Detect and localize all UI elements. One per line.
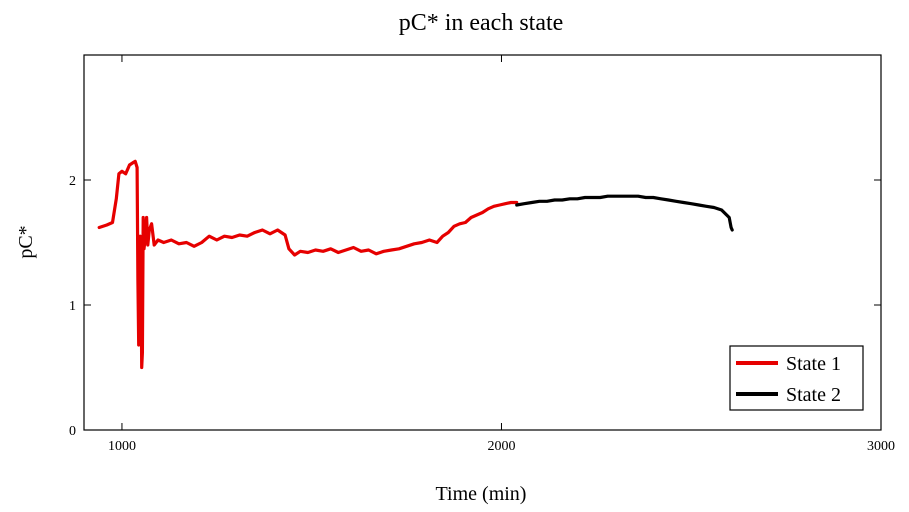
legend-label-state-1: State 1 — [786, 353, 841, 375]
y-tick-label: 0 — [69, 424, 76, 439]
legend-box — [729, 345, 864, 411]
y-tick-label: 1 — [69, 299, 76, 314]
series-line-state-1 — [97, 159, 519, 370]
x-tick-label: 3000 — [867, 439, 895, 454]
x-tick-label: 2000 — [487, 439, 515, 454]
series-lines — [97, 159, 734, 370]
y-tick-label: 2 — [69, 174, 76, 189]
series-line-state-2 — [515, 194, 734, 232]
axis-ticks: 1000 2000 3000 0 1 2 — [69, 55, 895, 454]
legend-label-state-2: State 2 — [786, 384, 841, 406]
legend: State 1 State 2 — [729, 345, 864, 411]
x-axis-label: Time (min) — [436, 483, 527, 505]
plot-frame — [83, 54, 882, 431]
x-tick-label: 1000 — [108, 439, 136, 454]
chart-title: pC* in each state — [399, 10, 564, 36]
y-axis-label: pC* — [15, 225, 37, 258]
